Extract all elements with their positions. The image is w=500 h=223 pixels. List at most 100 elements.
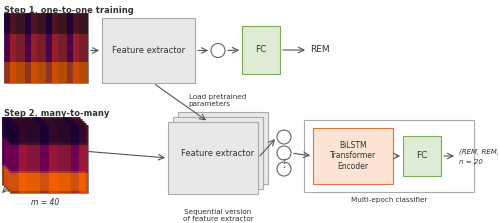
Bar [173, 117, 263, 189]
Bar [76, 117, 80, 185]
Bar [16, 13, 19, 83]
Bar [74, 119, 78, 187]
Bar [58, 125, 62, 193]
Bar [20, 117, 24, 185]
Bar [68, 123, 73, 191]
Bar [76, 13, 79, 83]
Text: Sequential version
of feature extractor: Sequential version of feature extractor [182, 209, 254, 222]
Bar [70, 125, 75, 193]
Bar [102, 18, 195, 83]
Bar [8, 123, 12, 191]
Bar [13, 13, 16, 83]
Bar [2, 117, 6, 185]
Bar [34, 123, 38, 191]
Bar [6, 117, 10, 185]
Bar [10, 13, 13, 83]
Bar [6, 141, 84, 169]
Bar [31, 13, 34, 83]
Text: Feature extractor: Feature extractor [182, 149, 254, 157]
Bar [6, 121, 10, 189]
Bar [10, 125, 88, 193]
Bar [32, 121, 36, 189]
Bar [52, 13, 55, 83]
Bar [8, 123, 86, 143]
Bar [69, 119, 73, 187]
Bar [19, 13, 22, 83]
Bar [36, 117, 41, 185]
Bar [12, 123, 16, 191]
Bar [4, 167, 82, 187]
Bar [28, 125, 32, 193]
Bar [78, 123, 82, 191]
Bar [42, 123, 47, 191]
Bar [4, 34, 88, 62]
Bar [26, 123, 30, 191]
Bar [34, 13, 37, 83]
Text: (REM, REM, …, Light): (REM, REM, …, Light) [459, 149, 500, 155]
Bar [28, 117, 32, 185]
Bar [56, 119, 60, 187]
Bar [4, 119, 82, 187]
Text: BiLSTM
Transformer
Encoder: BiLSTM Transformer Encoder [330, 141, 376, 171]
Bar [14, 121, 19, 189]
Bar [24, 121, 28, 189]
Text: REM: REM [310, 45, 330, 54]
Bar [313, 128, 393, 184]
Bar [67, 117, 71, 185]
Bar [2, 117, 80, 137]
Bar [38, 123, 42, 191]
Bar [16, 123, 21, 191]
Bar [43, 13, 46, 83]
Bar [34, 119, 38, 187]
Bar [10, 117, 15, 185]
Text: Step 1. one-to-one training: Step 1. one-to-one training [4, 6, 134, 15]
Bar [61, 13, 64, 83]
Bar [85, 13, 88, 83]
Bar [32, 117, 36, 185]
Bar [24, 117, 28, 185]
Bar [47, 123, 52, 191]
Bar [44, 125, 49, 193]
Bar [8, 119, 12, 187]
Bar [41, 117, 46, 185]
Circle shape [277, 162, 291, 176]
Bar [40, 125, 44, 193]
Text: n = 20: n = 20 [459, 159, 483, 165]
Bar [75, 125, 80, 193]
Bar [37, 13, 40, 83]
Bar [4, 119, 8, 187]
Bar [22, 13, 25, 83]
Bar [10, 125, 88, 145]
Bar [10, 145, 88, 173]
Bar [28, 13, 31, 83]
Bar [60, 119, 64, 187]
Bar [4, 119, 82, 139]
Bar [79, 13, 82, 83]
Bar [72, 117, 76, 185]
Bar [6, 121, 84, 141]
Bar [19, 121, 24, 189]
Bar [71, 121, 76, 189]
Bar [15, 117, 20, 185]
Text: m = 40: m = 40 [31, 198, 59, 207]
Circle shape [211, 43, 225, 58]
Bar [38, 119, 43, 187]
Bar [22, 119, 26, 187]
Bar [46, 13, 49, 83]
Circle shape [277, 146, 291, 160]
Bar [10, 173, 88, 193]
Bar [12, 119, 17, 187]
Bar [4, 139, 82, 167]
Bar [49, 125, 54, 193]
Bar [64, 119, 69, 187]
Text: Load pretrained
parameters: Load pretrained parameters [188, 94, 246, 107]
Bar [58, 117, 62, 185]
Bar [17, 119, 21, 187]
Bar [62, 125, 66, 193]
Bar [64, 13, 67, 83]
Bar [46, 117, 50, 185]
Bar [25, 13, 28, 83]
Bar [58, 13, 61, 83]
Text: Feature extractor: Feature extractor [112, 46, 185, 55]
Bar [40, 121, 45, 189]
